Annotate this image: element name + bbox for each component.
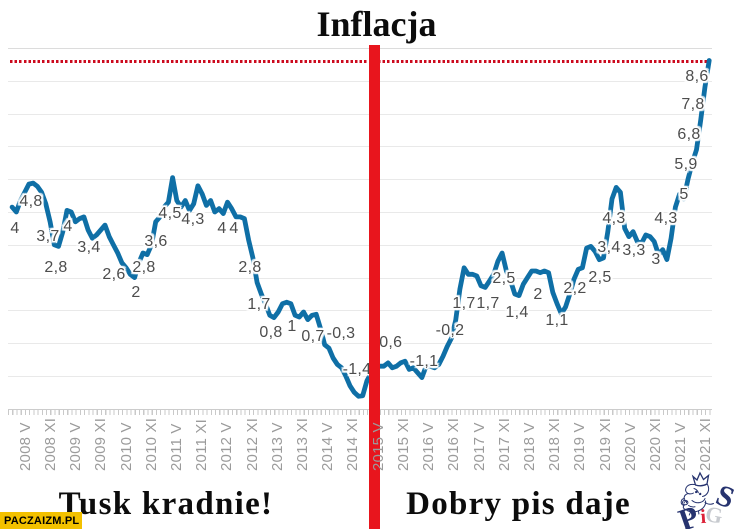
svg-text:G: G: [704, 501, 725, 529]
svg-text:i: i: [700, 506, 708, 528]
svg-text:S: S: [711, 478, 735, 515]
